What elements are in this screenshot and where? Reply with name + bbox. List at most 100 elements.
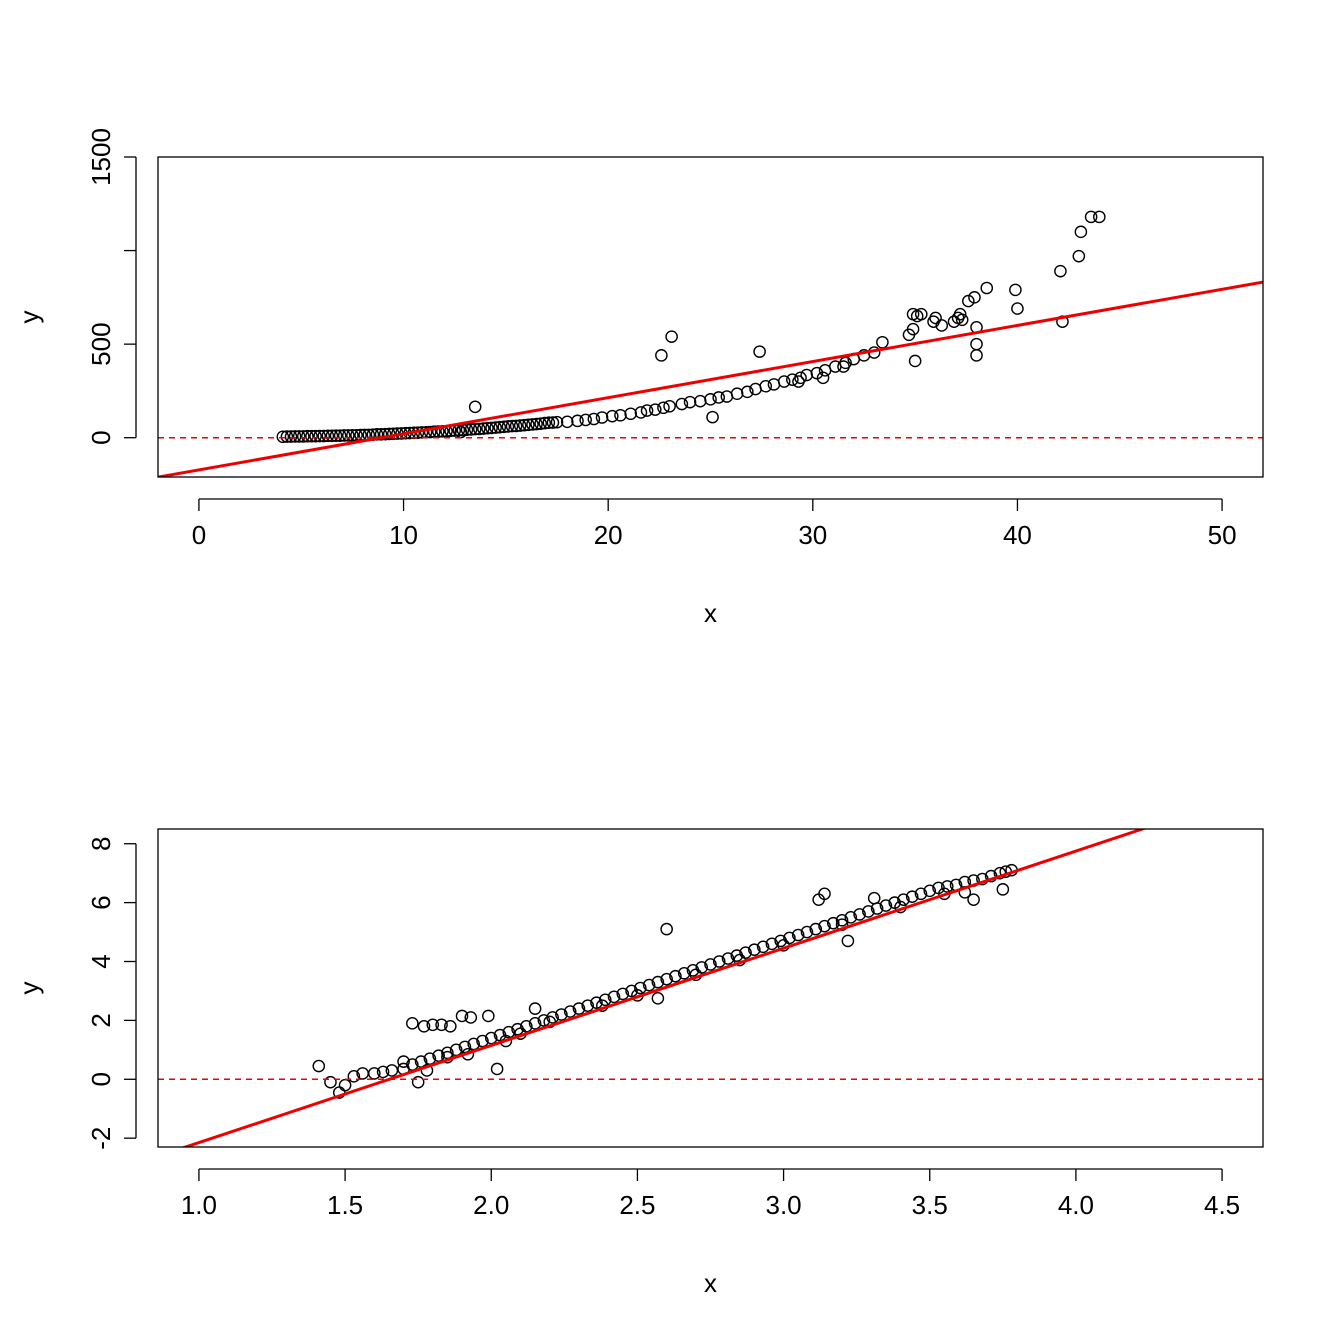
data-point [571, 414, 584, 428]
data-point [417, 1019, 431, 1033]
data-point [468, 400, 482, 414]
y-tick-label: 4 [86, 954, 116, 968]
x-tick-label: 2.5 [619, 1190, 655, 1220]
data-point [657, 401, 670, 415]
data-point [660, 922, 673, 936]
plot-frame [157, 828, 1264, 1148]
data-point [756, 940, 770, 954]
data-point [468, 422, 482, 436]
data-point [818, 919, 831, 933]
data-point [467, 1037, 481, 1051]
data-point [914, 887, 928, 901]
data-point [906, 307, 920, 321]
data-point [406, 1017, 419, 1030]
data-point [809, 922, 823, 936]
data-point [481, 421, 494, 435]
data-point [374, 428, 388, 441]
data-point [935, 319, 949, 332]
data-point [853, 908, 866, 921]
data-point [642, 978, 656, 992]
data-point [704, 958, 717, 971]
y-axis-label: y [14, 311, 44, 324]
data-point [572, 1002, 586, 1015]
data-point [905, 890, 919, 904]
data-point [579, 413, 592, 427]
data-point [423, 425, 437, 439]
x-axis-label: x [704, 598, 717, 628]
data-point [338, 1078, 352, 1092]
data-point [432, 1049, 445, 1063]
data-point [660, 972, 673, 986]
data-point [844, 911, 858, 924]
data-point [777, 375, 791, 388]
data-point [996, 883, 1010, 896]
data-point [497, 420, 511, 434]
data-point [624, 407, 637, 421]
data-point [605, 409, 619, 423]
data-point [560, 415, 574, 429]
data-point [897, 893, 910, 906]
data-points [312, 863, 1018, 1099]
data-point [706, 410, 719, 424]
data-point [288, 430, 302, 443]
data-point [1084, 210, 1098, 224]
data-point [1093, 210, 1106, 224]
data-point [305, 429, 318, 443]
data-point [472, 422, 486, 436]
data-point [906, 322, 920, 336]
data-point [368, 1067, 381, 1080]
data-point [955, 313, 969, 327]
x-tick-label: 2.0 [473, 1190, 509, 1220]
data-point [296, 430, 310, 443]
data-point [767, 378, 781, 391]
data-point [526, 418, 539, 431]
data-point [484, 1031, 498, 1045]
y-tick-label: 2 [86, 1013, 116, 1027]
data-point [953, 307, 967, 321]
data-point [313, 429, 326, 443]
data-point [501, 420, 515, 433]
data-point [648, 403, 662, 416]
data-point [420, 1064, 434, 1077]
data-point [482, 1009, 495, 1023]
data-point [346, 428, 359, 442]
y-tick-label: 1500 [86, 128, 116, 186]
x-tick-label: 40 [1003, 520, 1032, 550]
data-point [301, 429, 314, 443]
data-point [970, 337, 983, 351]
x-tick-label: 30 [798, 520, 827, 550]
data-point [517, 418, 531, 432]
data-point [816, 371, 830, 385]
data-point [791, 928, 805, 942]
data-point [867, 891, 881, 905]
data-point [826, 916, 840, 930]
data-point [284, 430, 298, 443]
data-point [555, 1008, 568, 1021]
data-point [490, 1062, 504, 1076]
data-point [493, 420, 507, 434]
data-point [292, 430, 306, 443]
data-point [325, 429, 339, 443]
data-point [397, 1055, 410, 1068]
data-point [841, 934, 855, 948]
y-tick-label: -2 [86, 1127, 116, 1150]
data-point [862, 905, 875, 918]
data-point [741, 385, 754, 399]
x-tick-label: 4.5 [1204, 1190, 1240, 1220]
data-point [1074, 225, 1088, 239]
data-point [441, 1046, 454, 1060]
x-tick-label: 20 [594, 520, 623, 550]
data-point [276, 430, 290, 444]
data-point [590, 996, 603, 1010]
data-point [485, 421, 498, 435]
data-point [651, 992, 665, 1005]
data-point [669, 969, 682, 983]
data-point [528, 1002, 542, 1015]
data-point [587, 412, 601, 426]
data-point [426, 1018, 440, 1032]
data-point [655, 349, 668, 362]
data-point [321, 429, 335, 443]
bottom-scatter-panel: 1.0 1.5 2.0 2.5 3.0 3.5 4.0 4.5 x -2 0 2 4 6 8 y [14, 828, 1264, 1298]
top-scatter-panel: 0 10 20 30 40 50 x 0 500 1500 y [14, 128, 1264, 628]
data-points [276, 210, 1106, 444]
